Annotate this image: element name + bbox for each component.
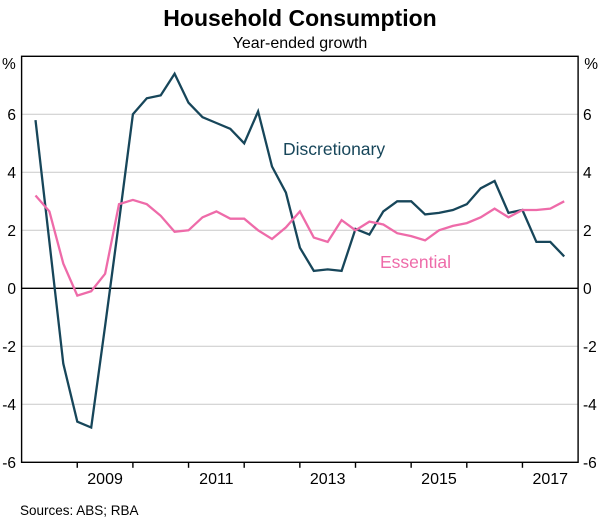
y-axis-label-left: 6 [7, 107, 16, 124]
y-axis-label-right: -4 [583, 397, 597, 414]
y-axis-label-left: 0 [7, 281, 16, 298]
chart-title: Household Consumption [163, 5, 437, 31]
y-axis-label-right: 0 [583, 281, 592, 298]
y-axis-label-right: -6 [583, 455, 597, 472]
series-label-discretionary: Discretionary [283, 139, 386, 159]
x-axis-label: 2017 [532, 471, 568, 488]
y-axis-label-right: -2 [583, 339, 597, 356]
y-axis-label-left: -4 [2, 397, 16, 414]
series-lines [34, 71, 566, 430]
source-note: Sources: ABS; RBA [20, 503, 139, 518]
y-axis-unit-left: % [2, 56, 16, 73]
x-axis-label: 2011 [199, 471, 234, 488]
series-line-essential [34, 194, 565, 298]
chart-subtitle: Year-ended growth [232, 35, 368, 52]
y-axis-unit-right: % [584, 56, 598, 73]
plot-frame [20, 55, 579, 468]
y-axis-label-right: 2 [583, 223, 592, 240]
x-axis-label: 2013 [310, 471, 346, 488]
y-axis-label-left: -6 [2, 455, 16, 472]
series-line-discretionary [34, 71, 566, 430]
plot-border [20, 55, 579, 463]
y-axis-label-left: -2 [2, 339, 16, 356]
y-axis-label-right: 6 [583, 107, 592, 124]
axis-labels: 6 6 4 4 2 2 0 0 -2 -2 -4 -4 -6 -6 2009 2011 2013 2015 2017 [2, 107, 597, 488]
x-axis-label: 2015 [421, 471, 457, 488]
y-axis-label-left: 4 [7, 165, 16, 182]
x-axis-label: 2009 [87, 471, 123, 488]
y-axis-label-right: 4 [583, 165, 592, 182]
y-axis-label-left: 2 [7, 223, 16, 240]
series-label-essential: Essential [380, 252, 452, 272]
